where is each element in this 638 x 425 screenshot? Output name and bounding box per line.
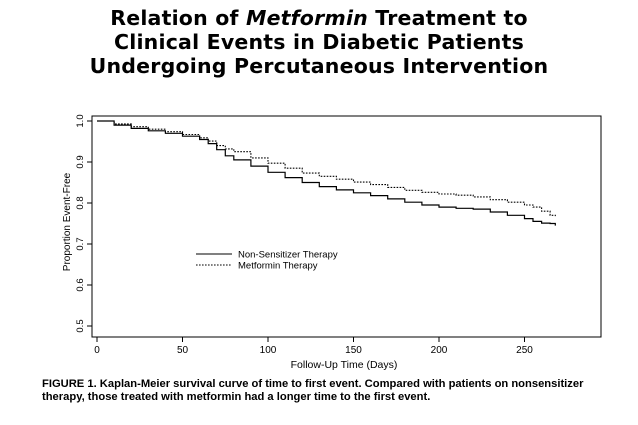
figure-title: Relation of Metformin Treatment to Clini… (0, 6, 638, 78)
legend-label: Metformin Therapy (238, 261, 318, 272)
figure-caption: FIGURE 1. Kaplan-Meier survival curve of… (42, 378, 584, 403)
y-tick-label: 1.0 (75, 114, 86, 127)
y-axis: 0.5 0.6 0.7 0.8 0.9 1.0 (75, 114, 92, 333)
plot-border (91, 115, 602, 338)
y-tick-label: 0.7 (75, 237, 86, 250)
series-layer (97, 120, 556, 226)
metformin-curve (97, 120, 556, 217)
y-tick-label: 0.5 (75, 319, 86, 332)
y-tick-label: 0.6 (75, 278, 86, 291)
x-tick-label: 0 (94, 345, 100, 356)
x-tick-label: 50 (177, 345, 189, 356)
y-axis-label: Proportion Event-Free (62, 172, 73, 271)
x-tick-label: 150 (345, 345, 362, 356)
plot-frame (91, 115, 602, 338)
title-text-before: Relation of (110, 6, 246, 30)
y-tick-label: 0.9 (75, 155, 86, 168)
x-tick-label: 200 (431, 345, 448, 356)
title-italic-word: Metformin (245, 6, 368, 30)
x-axis: 0 50 100 150 200 250 (94, 337, 533, 356)
x-tick-label: 100 (260, 345, 277, 356)
y-tick-label: 0.8 (75, 196, 86, 209)
title-line-1: Relation of Metformin Treatment to (0, 6, 638, 30)
x-axis-label: Follow-Up Time (Days) (291, 359, 398, 371)
non-sensitizer-curve (97, 120, 556, 226)
legend-label: Non-Sensitizer Therapy (238, 250, 338, 261)
title-line-3: Undergoing Percutaneous Intervention (89, 54, 549, 78)
x-tick-label: 250 (516, 345, 533, 356)
title-line-2: Clinical Events in Diabetic Patients (113, 30, 525, 54)
title-text-after: Treatment to (367, 6, 528, 30)
